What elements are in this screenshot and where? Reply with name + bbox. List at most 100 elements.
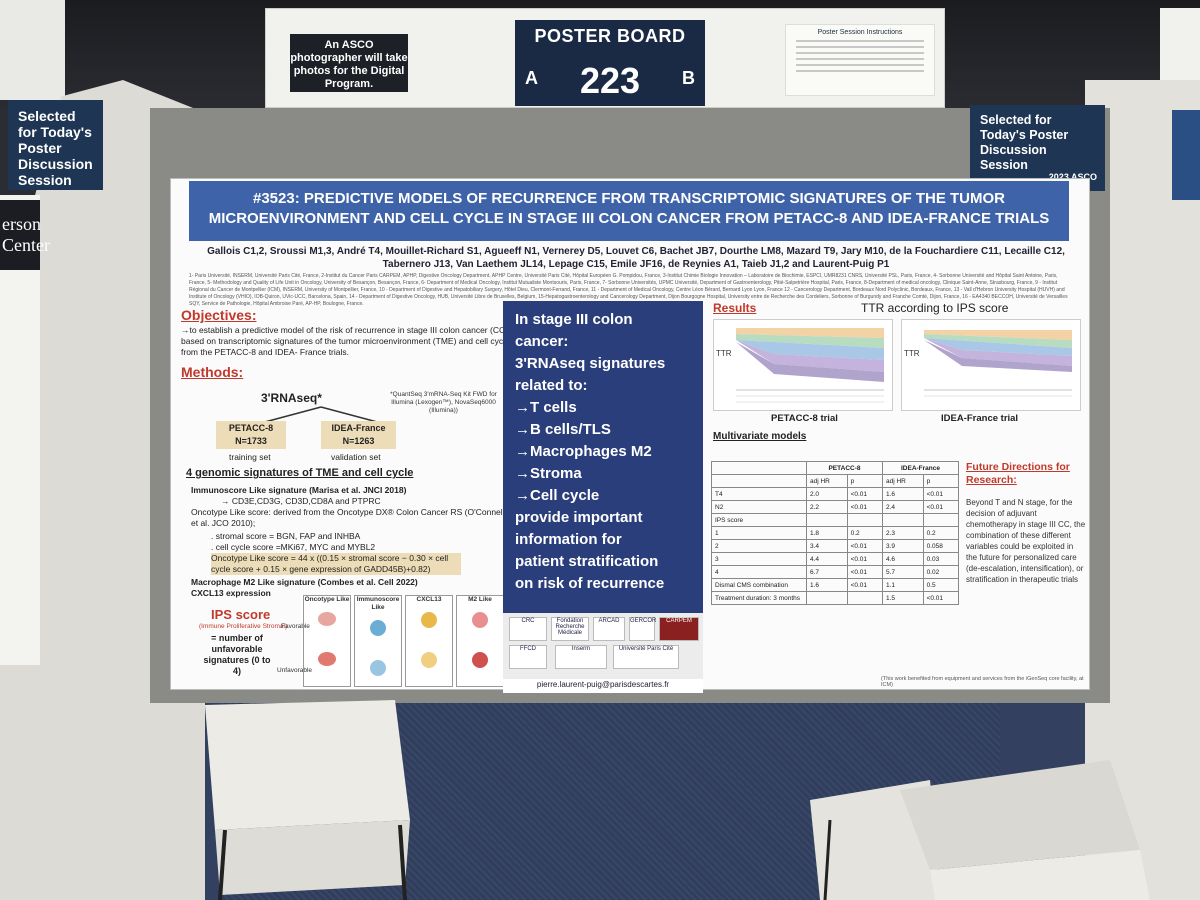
right-selected-sign: Selected for Today's Poster Discussion S…	[970, 105, 1105, 191]
right-far-sign	[1172, 110, 1200, 200]
idea-caption: IDEA-France trial	[941, 413, 1019, 424]
grid-favorable-label: Favorable	[281, 623, 310, 630]
signature-grid: Favorable Unfavorable Oncotype Like Immu…	[277, 595, 506, 689]
table-row: IPS score	[711, 513, 960, 527]
logo-frm: Fondation Recherche Médicale	[551, 617, 589, 641]
poster-footnote: (This work benefited from equipment and …	[881, 676, 1084, 688]
poster-title: #3523: PREDICTIVE MODELS OF RECURRENCE F…	[189, 181, 1069, 241]
rnaseq-footnote: *QuantSeq 3'mRNA-Seq Kit FWD for Illumin…	[390, 391, 497, 414]
table-cell: 3.9	[881, 539, 924, 553]
table-row: 4 6.7 <0.01 5.7 0.02	[711, 565, 960, 579]
table-cell	[846, 591, 883, 605]
table-row-label: 3	[711, 552, 807, 566]
logo-ffcd: FFCD	[509, 645, 547, 669]
training-set-label: training set	[229, 452, 271, 462]
key-line-9: →Cell cycle	[515, 487, 600, 504]
poster-authors: Gallois C1,2, Sroussi M1,3, André T4, Mo…	[207, 246, 1065, 270]
left-selected-sign: Selected for Today's Poster Discussion S…	[8, 100, 103, 190]
table-cell	[881, 513, 924, 527]
table-cell: 1.1	[881, 578, 924, 592]
results-heading: Results	[713, 301, 757, 315]
results-column: Results TTR according to IPS score TTR T…	[711, 301, 1086, 691]
key-line-1: In stage III colon	[515, 311, 633, 328]
table-cell: <0.01	[846, 552, 883, 566]
left-column: Objectives: →to establish a predictive m…	[181, 307, 511, 689]
table-group-idea: IDEA-France	[881, 461, 960, 475]
asco-logo: 2023 ASCO	[1048, 172, 1097, 182]
ips-score-heading: IPS score	[211, 607, 271, 622]
table-row: N2 2.2 <0.01 2.4 <0.01	[711, 500, 960, 514]
table-cell: 2.4	[881, 500, 924, 514]
ttr-axis-label-2: TTR	[904, 349, 920, 358]
training-cohort-box: PETACC-8 N=1733	[216, 421, 286, 449]
table-cell: 0.03	[922, 552, 960, 566]
table-subheader: p	[846, 474, 883, 488]
board-number: 223	[579, 60, 641, 101]
key-line-7: →Macrophages M2	[515, 443, 652, 460]
key-line-12: patient stratification	[515, 553, 659, 570]
sponsor-logos: CRC Fondation Recherche Médicale ARCAD G…	[503, 613, 703, 687]
signature-1: Immunoscore Like signature (Marisa et al…	[191, 485, 407, 495]
table-cell: 4.4	[806, 552, 848, 566]
table-row-label: IPS score	[711, 513, 807, 527]
table-subheader: adj HR	[806, 474, 848, 488]
grid-col-m2: M2 Like	[456, 595, 504, 687]
objectives-text: →to establish a predictive model of the …	[181, 325, 510, 357]
table-cell: 4.6	[881, 552, 924, 566]
objectives-heading: Objectives:	[181, 307, 257, 323]
table-subheader-row: adj HR p adj HR p	[711, 474, 960, 488]
session-instructions-sheet: Poster Session Instructions	[785, 24, 935, 96]
table-cell: 0.058	[922, 539, 960, 553]
rnaseq-label: 3'RNAseq*	[261, 391, 322, 405]
board-label: POSTER BOARD	[534, 26, 686, 46]
logo-carpem: CARPEM	[659, 617, 699, 641]
key-message-panel: In stage III colon cancer: 3'RNAseq sign…	[503, 301, 703, 693]
multivariate-table: PETACC-8 IDEA-France adj HR p adj HR p T…	[711, 461, 960, 605]
methods-heading: Methods:	[181, 364, 244, 380]
key-line-13: on risk of recurrence	[515, 575, 665, 592]
table-cell: 3.4	[806, 539, 848, 553]
table-cell: 2.2	[806, 500, 848, 514]
key-line-5: →T cells	[515, 399, 577, 416]
table-group-petacc: PETACC-8	[806, 461, 883, 475]
logo-crc: CRC	[509, 617, 547, 641]
contact-email: pierre.laurent-puig@parisdescartes.fr	[503, 679, 703, 693]
left-chair	[205, 700, 410, 900]
table-cell: <0.01	[846, 487, 883, 501]
signatures-heading: 4 genomic signatures of TME and cell cyc…	[186, 467, 414, 479]
key-line-2: cancer:	[515, 333, 569, 350]
poster-affiliations: 1- Paris Université, INSERM, Université …	[189, 273, 1068, 307]
methods-arrows	[260, 406, 382, 424]
table-row: 2 3.4 <0.01 3.9 0.058	[711, 539, 960, 553]
table-cell	[922, 513, 960, 527]
table-subheader: adj HR	[881, 474, 924, 488]
cell-cycle-score: . cell cycle score =MKi67, MYC and MYBL2	[211, 542, 376, 552]
petacc-curve: TTR	[713, 319, 893, 411]
table-row-label: 4	[711, 565, 807, 579]
table-row-label: N2	[711, 500, 807, 514]
future-text: Beyond T and N stage, for the decision o…	[966, 498, 1086, 584]
signature-3: Macrophage M2 Like signature (Combes et …	[191, 577, 418, 587]
table-row: 3 4.4 <0.01 4.6 0.03	[711, 552, 960, 566]
grid-header-m2: M2 Like	[468, 596, 492, 603]
table-cell: <0.01	[846, 539, 883, 553]
table-cell	[806, 513, 848, 527]
photographer-notice: An ASCO photographer will take photos fo…	[290, 34, 408, 92]
ips-score-definition: = number of unfavorable signatures (0 to…	[203, 633, 271, 676]
ttr-heading: TTR according to IPS score	[861, 301, 1009, 315]
table-row: Dismal CMS combination 1.6 <0.01 1.1 0.5	[711, 578, 960, 592]
oncotype-formula: Oncotype Like score = 44 x ((0.15 × stro…	[211, 553, 461, 575]
table-cell: 0.2	[922, 526, 960, 540]
right-selected-text: Selected for Today's Poster Discussion S…	[980, 113, 1069, 172]
table-header-row: PETACC-8 IDEA-France	[711, 461, 960, 475]
table-cell: 0.02	[922, 565, 960, 579]
poster-board-sign: POSTER BOARD A 223 B	[515, 20, 705, 106]
grid-header-oncotype: Oncotype Like	[304, 596, 350, 603]
table-cell	[806, 591, 848, 605]
table-cell: 1.8	[806, 526, 848, 540]
grid-col-oncotype: Oncotype Like	[303, 595, 351, 687]
right-chair	[810, 760, 1150, 900]
table-cell: 1.6	[881, 487, 924, 501]
grid-header-immunoscore: Immunoscore Like	[356, 596, 400, 611]
table-cell: 0.5	[922, 578, 960, 592]
